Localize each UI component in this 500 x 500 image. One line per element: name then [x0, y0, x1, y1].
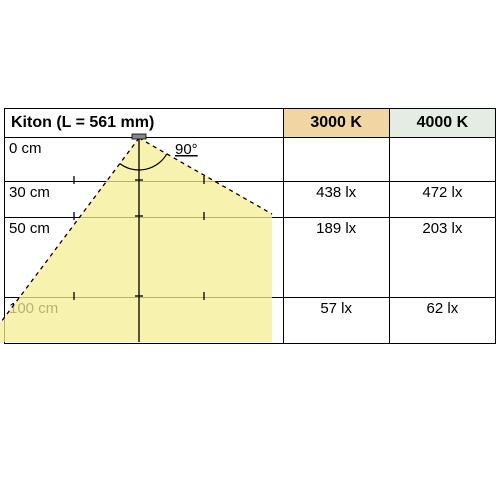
lux-value-3000k: 438 lx: [283, 182, 389, 218]
lux-value-4000k: 62 lx: [389, 298, 495, 344]
lux-distance-table: Kiton (L = 561 mm) 3000 K 4000 K 0 cm 30…: [4, 108, 496, 344]
table-row: 30 cm 438 lx 472 lx: [5, 182, 496, 218]
lux-value-4000k: 203 lx: [389, 218, 495, 298]
lux-value-3000k: 57 lx: [283, 298, 389, 344]
column-header-4000k: 4000 K: [389, 109, 495, 138]
lux-value-4000k: [389, 138, 495, 182]
table-row: 50 cm 189 lx 203 lx: [5, 218, 496, 298]
table-row: 100 cm 57 lx 62 lx: [5, 298, 496, 344]
lux-value-3000k: 189 lx: [283, 218, 389, 298]
distance-label: 100 cm: [9, 300, 58, 317]
table-title: Kiton (L = 561 mm): [5, 109, 284, 138]
table-row: 0 cm: [5, 138, 496, 182]
distance-label: 0 cm: [9, 140, 42, 157]
column-header-3000k: 3000 K: [283, 109, 389, 138]
distance-label: 50 cm: [9, 220, 50, 237]
lux-value-4000k: 472 lx: [389, 182, 495, 218]
header-row: Kiton (L = 561 mm) 3000 K 4000 K: [5, 109, 496, 138]
distance-label: 30 cm: [9, 184, 50, 201]
lux-value-3000k: [283, 138, 389, 182]
